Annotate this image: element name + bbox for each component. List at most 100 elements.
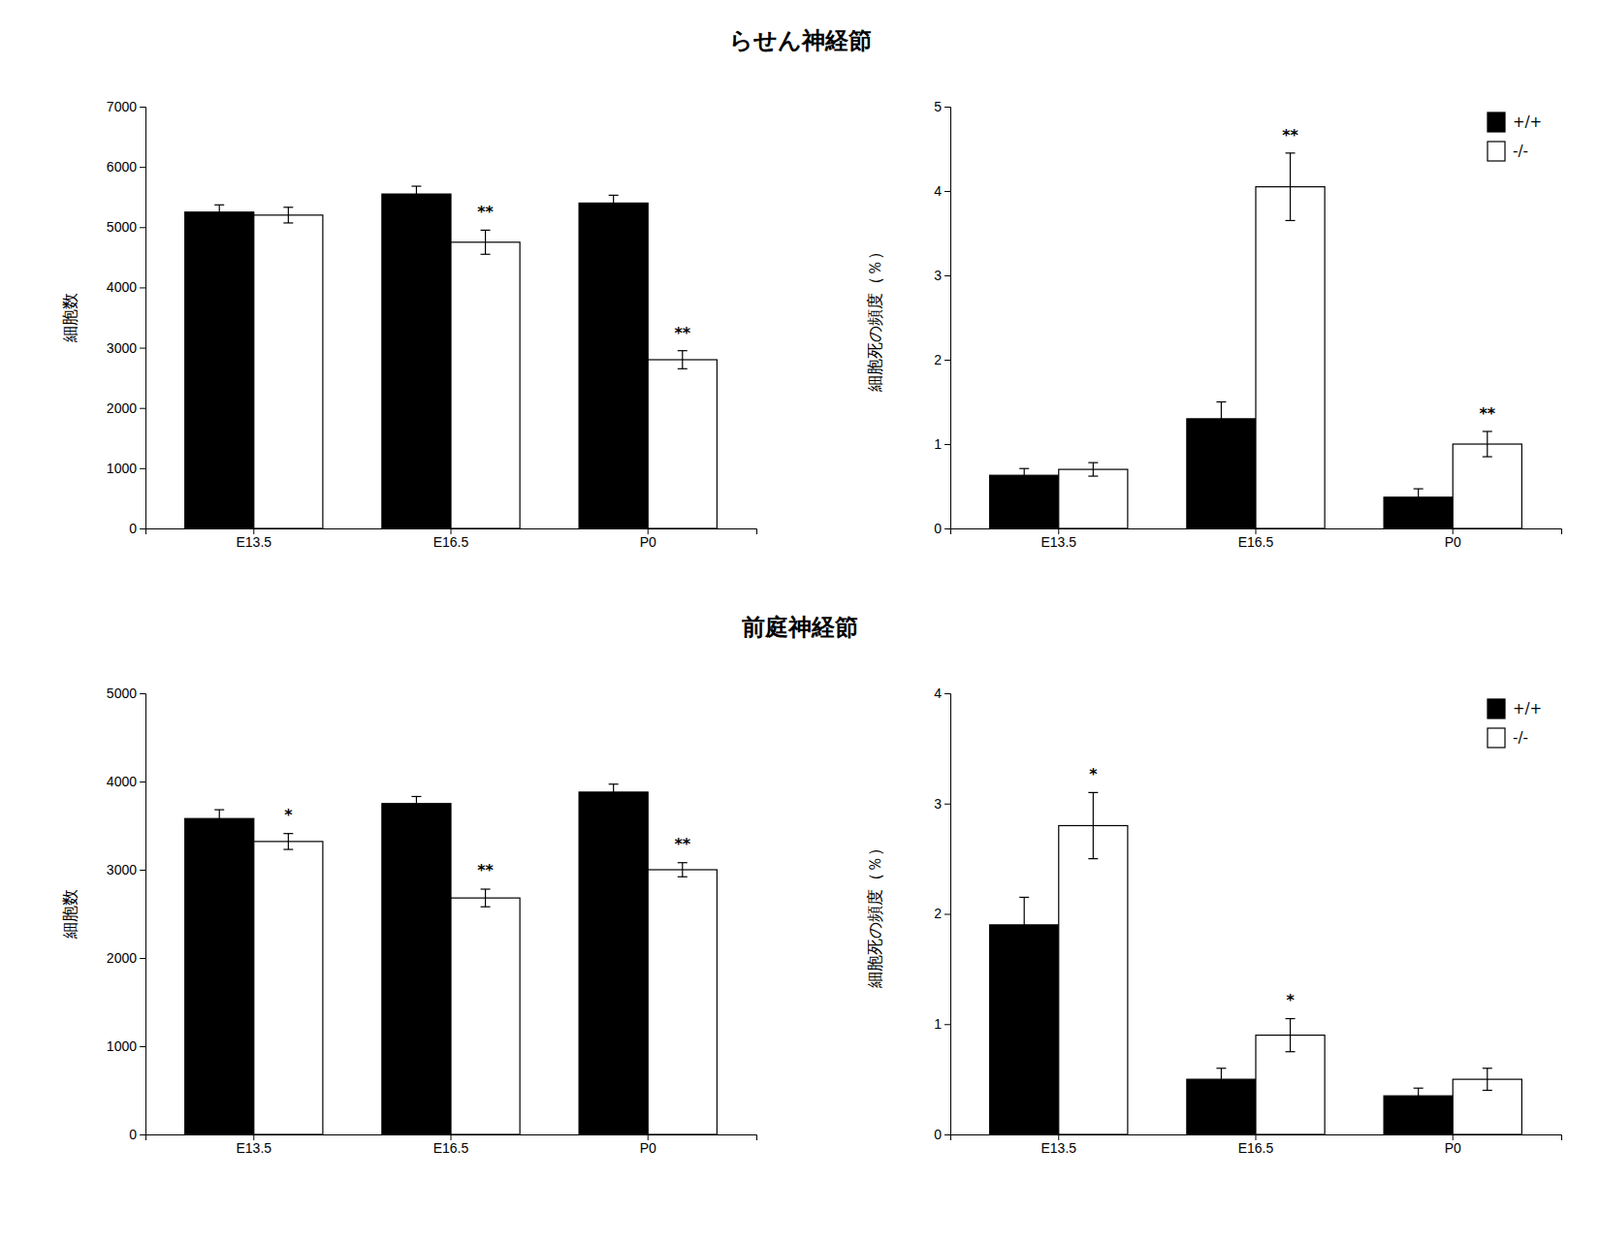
legend-swatch: [1487, 699, 1505, 719]
legend: +/+-/-: [1487, 112, 1542, 161]
error-bar: [214, 204, 224, 220]
tick-label: 3000: [106, 340, 137, 356]
tick: P0: [640, 528, 657, 550]
bar: [1452, 444, 1522, 529]
series: [185, 186, 649, 529]
tick-mark: [944, 914, 951, 916]
error-bar: [1216, 1068, 1226, 1091]
bar: [254, 841, 323, 1135]
error-cap: [411, 201, 421, 203]
tick-mark: [139, 869, 146, 871]
error-cap: [1088, 462, 1098, 464]
x-axis: E13.5E16.5P0: [146, 1134, 758, 1156]
error-cap: [608, 800, 619, 801]
error-bar: [1285, 153, 1296, 222]
bar: [382, 193, 451, 529]
significance-label: **: [477, 202, 494, 222]
tick: 1: [933, 1016, 951, 1032]
tick-label: 2000: [106, 950, 137, 966]
axis-title: 細胞死の頻度（％）: [864, 839, 885, 990]
bar: [1186, 418, 1256, 529]
tick: 4: [933, 685, 951, 702]
error-bar: [1285, 1019, 1296, 1053]
panel: 01234E13.5E16.5P0細胞死の頻度（％）**+/+-/-: [864, 685, 1563, 1156]
bar: [578, 792, 648, 1135]
x-axis: E13.5E16.5P0: [951, 1134, 1563, 1156]
tick: 1000: [106, 1038, 146, 1055]
tick-label: E16.5: [433, 534, 470, 550]
legend-item: +/+: [1487, 699, 1542, 719]
error-line: [416, 186, 417, 202]
significance-label: **: [673, 834, 691, 854]
tick-label: 6000: [106, 159, 137, 175]
error-line: [219, 809, 221, 828]
error-line: [1024, 468, 1025, 482]
error-cap: [1285, 1051, 1296, 1053]
error-bar: [411, 186, 421, 202]
tick-label: 4000: [106, 773, 137, 790]
panel: 012345E13.5E16.5P0細胞死の頻度（％）****+/+-/-: [864, 98, 1563, 550]
axis-line: [944, 107, 952, 530]
tick-label: 3000: [106, 862, 137, 878]
bar: [578, 202, 648, 529]
bar: [254, 215, 323, 529]
axis-line: [139, 694, 147, 1136]
axis-line: [944, 694, 952, 1136]
tick-mark: [944, 1134, 951, 1136]
tick: 2: [933, 352, 951, 368]
tick: E16.5: [433, 528, 470, 550]
tick: E13.5: [235, 1134, 272, 1156]
tick: E16.5: [1238, 1134, 1275, 1156]
error-bar: [283, 207, 293, 224]
axis-line: [139, 107, 147, 530]
error-line: [1417, 1088, 1419, 1104]
tick: E13.5: [1040, 528, 1077, 550]
y-axis: 01000200030004000500060007000: [106, 98, 147, 537]
tick-mark: [139, 781, 146, 783]
significance-label: **: [477, 861, 494, 880]
tick-mark: [944, 359, 951, 361]
error-bar: [1088, 792, 1098, 859]
bar: [1255, 187, 1325, 529]
error-bar: [283, 833, 293, 850]
tick: 6000: [106, 159, 146, 175]
tick-label: P0: [640, 534, 657, 550]
error-cap: [214, 219, 224, 221]
tick-mark: [139, 226, 146, 228]
error-bar: [214, 809, 224, 828]
series: [990, 402, 1454, 530]
tick: 4000: [106, 773, 146, 790]
tick: 1: [933, 436, 951, 452]
error-cap: [677, 876, 688, 878]
tick-label: 2000: [106, 400, 137, 416]
tick-mark: [139, 468, 146, 470]
significance-label: *: [284, 805, 293, 825]
panel: 01000200030004000500060007000E13.5E16.5P…: [60, 98, 758, 550]
significance-label: *: [1285, 991, 1295, 1010]
bar: [450, 242, 520, 529]
tick: E13.5: [1040, 1134, 1077, 1156]
tick: 2: [933, 905, 951, 922]
error-bar: [1482, 431, 1493, 457]
tick-mark: [944, 191, 951, 192]
error-bar: [1216, 402, 1226, 437]
plot-area: [185, 784, 718, 1135]
tick: P0: [640, 1134, 657, 1156]
plot-area: [185, 186, 718, 529]
significance-label: *: [1088, 765, 1098, 784]
tick: 0: [933, 520, 951, 537]
error-cap: [677, 350, 688, 352]
tick-mark: [139, 166, 146, 168]
tick-mark: [139, 528, 146, 530]
x-axis: E13.5E16.5P0: [146, 528, 758, 550]
tick: 1000: [106, 460, 146, 477]
tick-label: E13.5: [235, 1140, 272, 1156]
tick-mark: [944, 1024, 951, 1025]
legend-swatch: [1487, 728, 1505, 748]
error-cap: [1019, 481, 1029, 483]
error-cap: [1413, 505, 1424, 507]
tick-mark: [944, 693, 951, 695]
tick-label: 5000: [106, 685, 137, 702]
error-cap: [480, 229, 491, 231]
significance-label: **: [1478, 404, 1496, 423]
